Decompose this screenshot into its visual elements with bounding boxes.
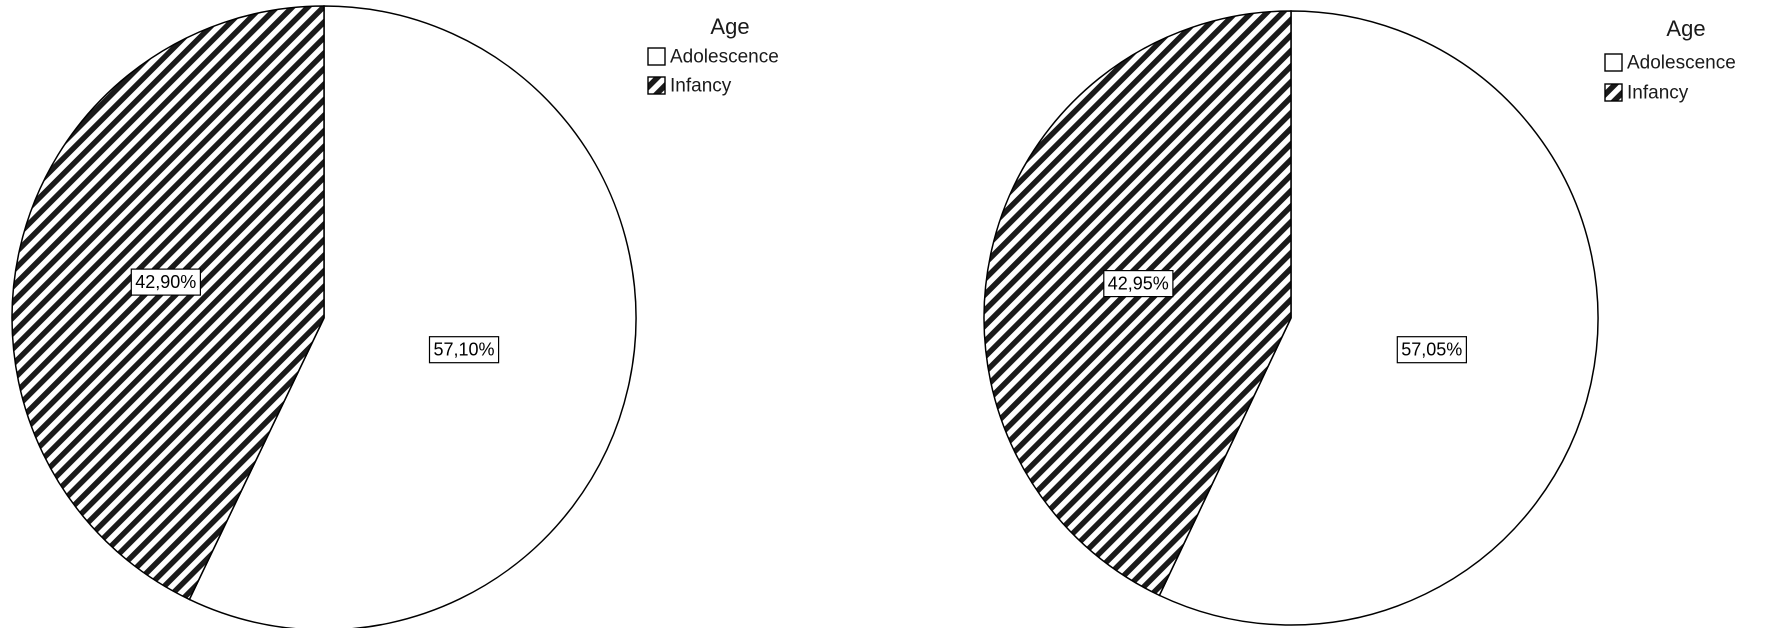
svg-text:42,95%: 42,95% [1108,274,1169,294]
data-label-adolescence: 57,10% [428,336,500,364]
pie-slice-adolescence [188,5,637,628]
legend-swatch-infancy [1604,83,1623,102]
svg-text:42,90%: 42,90% [135,272,196,292]
legend: Age Adolescence Infancy [647,14,779,97]
legend-label-infancy: Infancy [670,76,732,97]
legend: Age Adolescence Infancy [1604,16,1736,104]
pie-slice-infancy [983,10,1292,597]
legend-swatch-adolescence [647,47,666,66]
legend-title: Age [710,14,749,39]
pie-slice-infancy [11,5,325,601]
pie-chart-2: 57,05% 42,95% Age Adolescence Infancy [983,10,1736,626]
legend-swatch-infancy [647,76,666,95]
legend-title: Age [1666,16,1705,41]
legend-label-infancy: Infancy [1627,83,1689,104]
data-label-adolescence: 57,05% [1396,336,1468,364]
legend-label-adolescence: Adolescence [670,47,779,68]
pie-slice-adolescence [1158,10,1599,626]
pie-chart-1: 57,10% 42,90% Age Adolescence Infancy [11,5,779,628]
svg-text:57,05%: 57,05% [1401,340,1462,360]
svg-text:57,10%: 57,10% [433,340,494,360]
legend-label-adolescence: Adolescence [1627,53,1736,74]
data-label-infancy: 42,95% [1103,270,1174,298]
data-label-infancy: 42,90% [130,268,202,296]
legend-swatch-adolescence [1604,53,1623,72]
